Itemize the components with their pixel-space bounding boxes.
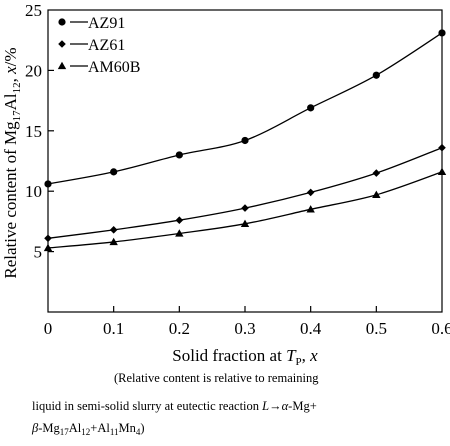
data-point-az61 xyxy=(109,226,118,234)
y-axis-label: Relative content of Mg17Al12, x/% xyxy=(1,47,23,278)
x-tick-label: 0.1 xyxy=(103,319,124,338)
data-point-az91 xyxy=(44,180,52,188)
data-point-am60b xyxy=(175,229,184,237)
data-point-am60b xyxy=(240,219,250,227)
plot-area-frame xyxy=(47,9,443,313)
y-axis-ticks: 5 10 15 20 25 xyxy=(25,1,54,262)
caption-line-2: liquid in semi-solid slurry at eutectic … xyxy=(32,399,317,413)
data-point-az91 xyxy=(110,168,118,176)
y-tick-label: 20 xyxy=(25,61,42,80)
series-layer xyxy=(43,29,447,252)
legend-marker-az61 xyxy=(58,40,66,48)
x-tick-label: 0.2 xyxy=(169,319,190,338)
data-point-az61 xyxy=(438,143,446,152)
data-point-az91 xyxy=(372,71,380,79)
series-line-az91 xyxy=(47,32,443,185)
y-tick-label: 15 xyxy=(25,122,42,141)
data-point-az91 xyxy=(241,136,249,145)
data-point-am60b xyxy=(43,243,53,252)
caption-line-1: (Relative content is relative to remaini… xyxy=(114,371,319,385)
data-point-am60b xyxy=(437,167,447,176)
x-tick-label: 0.5 xyxy=(366,319,387,338)
data-point-az61 xyxy=(306,188,315,197)
line-chart: 0 0.1 0.2 0.3 0.4 0.5 0.6 5 10 15 20 25 AZ91 AZ61 AM… xyxy=(1,1,450,368)
data-point-az91 xyxy=(438,29,446,37)
data-point-az91 xyxy=(307,104,315,112)
x-tick-label: 0.6 xyxy=(431,319,450,338)
data-point-az91 xyxy=(175,151,183,159)
data-point-az61 xyxy=(372,169,381,177)
caption-line-3: β-Mg17Al12+Al11Mn4) xyxy=(32,421,145,437)
x-axis-label: Solid fraction at TP, x xyxy=(172,346,318,368)
x-axis-ticks: 0 0.1 0.2 0.3 0.4 0.5 0.6 xyxy=(44,306,450,338)
data-point-az61 xyxy=(241,204,249,212)
legend: AZ91 AZ61 AM60B xyxy=(57,15,140,76)
data-point-az61 xyxy=(44,234,52,243)
legend-marker-az91 xyxy=(58,18,66,26)
legend-label-az91: AZ91 xyxy=(88,15,125,32)
data-point-am60b xyxy=(109,237,118,246)
legend-label-az61: AZ61 xyxy=(88,37,125,54)
data-point-az61 xyxy=(175,216,184,224)
y-tick-label: 5 xyxy=(34,243,43,262)
y-tick-label: 25 xyxy=(25,1,42,20)
data-point-am60b xyxy=(372,190,381,198)
legend-label-am60b: AM60B xyxy=(88,59,140,76)
x-tick-label: 0 xyxy=(44,319,53,338)
data-point-am60b xyxy=(306,205,315,213)
y-tick-label: 10 xyxy=(25,182,42,201)
legend-marker-am60b xyxy=(57,61,67,70)
x-tick-label: 0.4 xyxy=(300,319,322,338)
x-tick-label: 0.3 xyxy=(234,319,255,338)
